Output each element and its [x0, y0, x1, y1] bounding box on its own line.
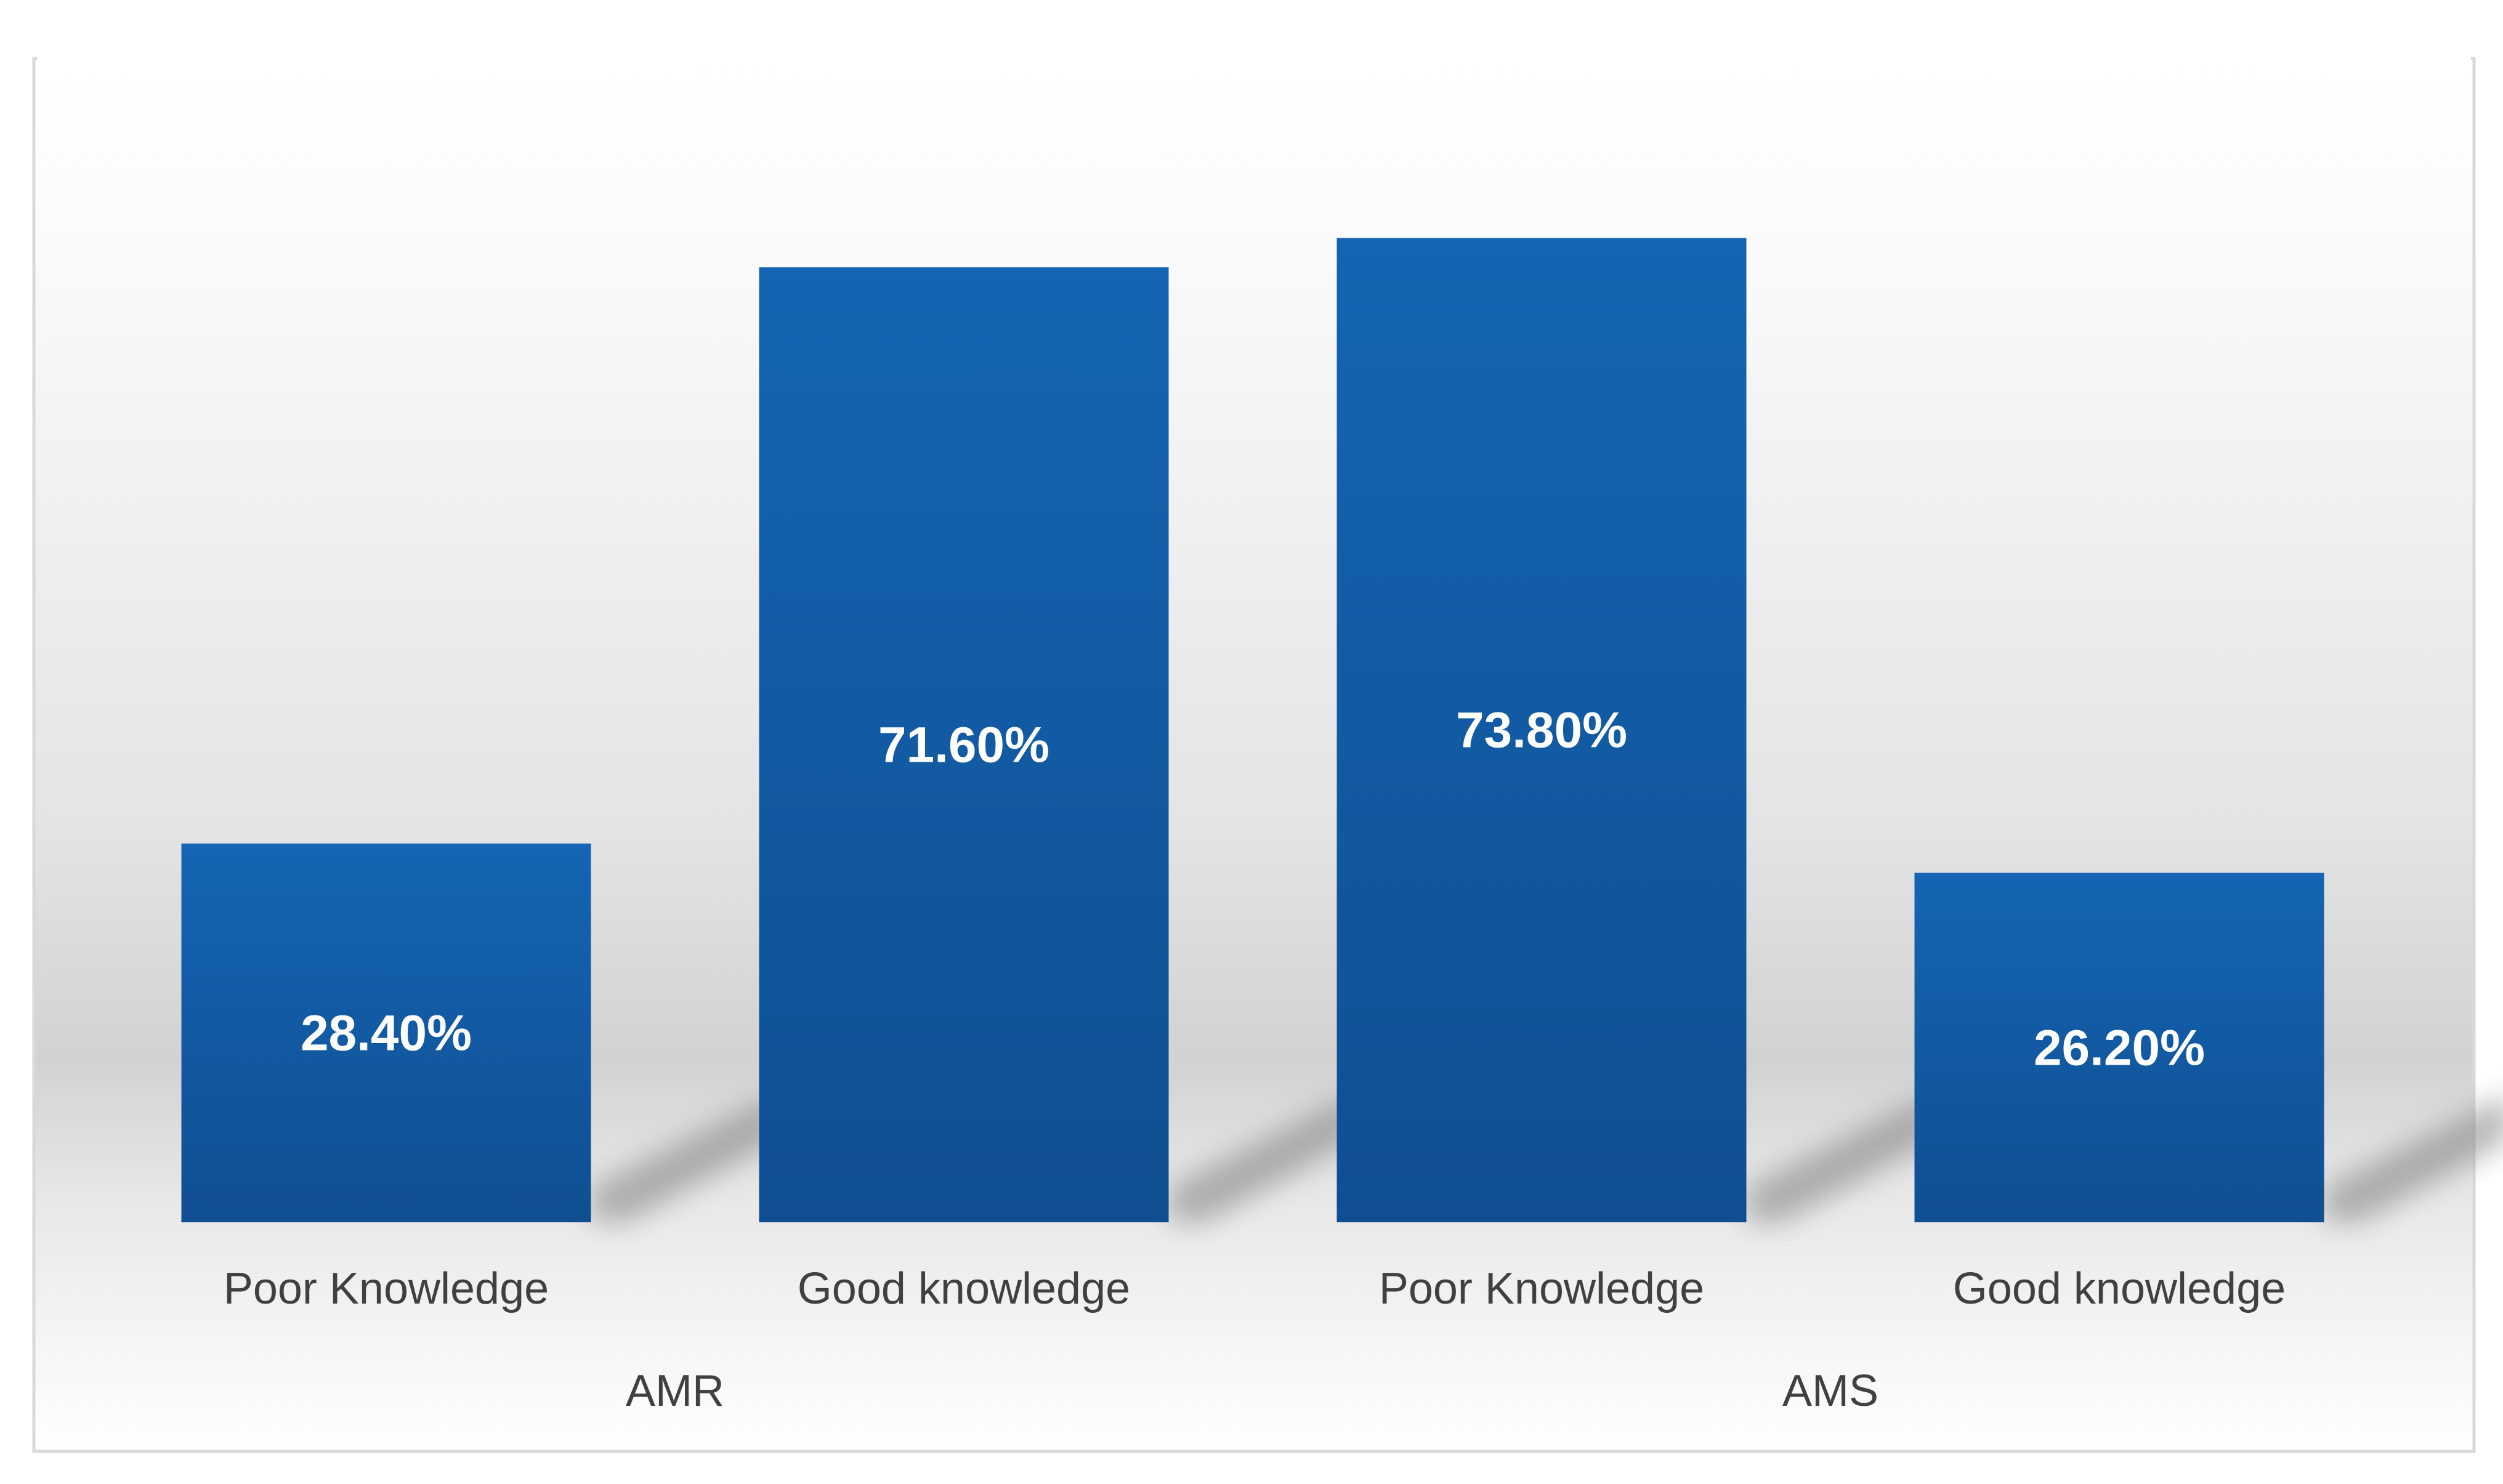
category-tick-label: Good knowledge: [1953, 1264, 2286, 1313]
group-tick-label: AMS: [1782, 1366, 1878, 1416]
plot-background: [34, 58, 2474, 1451]
bar-data-label: 73.80%: [1456, 703, 1627, 759]
bar-data-label: 26.20%: [2034, 1020, 2205, 1076]
category-tick-label: Poor Knowledge: [1379, 1264, 1704, 1313]
group-tick-label: AMR: [626, 1366, 724, 1416]
bar-data-label: 71.60%: [878, 717, 1049, 773]
category-tick-label: Good knowledge: [798, 1264, 1130, 1313]
bar-data-label: 28.40%: [301, 1005, 472, 1061]
frame-top-mask: [37, 37, 2471, 62]
category-tick-label: Poor Knowledge: [224, 1264, 549, 1313]
